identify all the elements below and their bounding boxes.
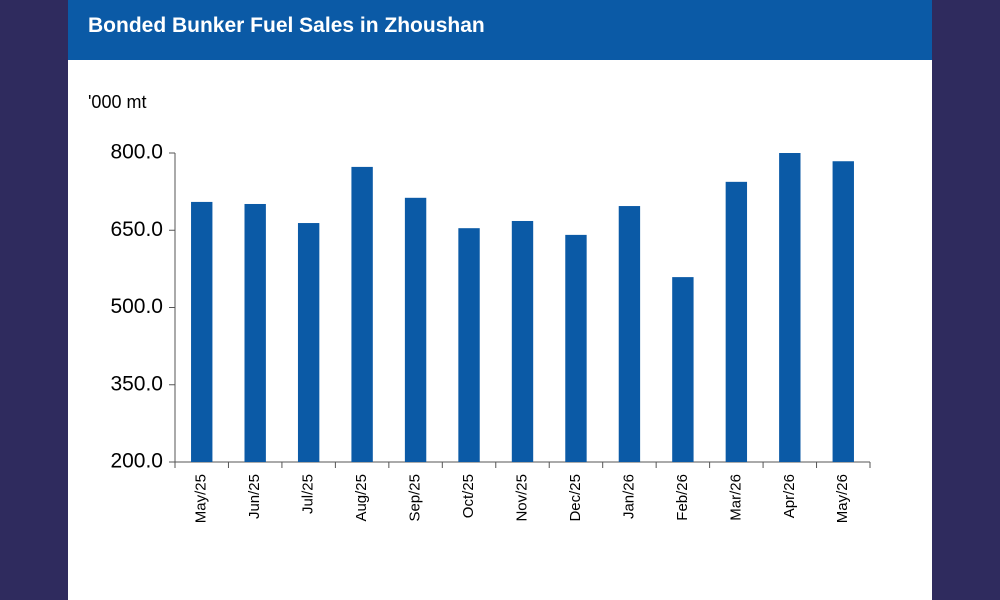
bar	[725, 181, 748, 462]
bar	[672, 277, 694, 462]
bar	[779, 153, 801, 462]
x-tick-label: Mar/26	[727, 474, 744, 521]
x-tick-label: Sep/25	[407, 474, 424, 522]
bar	[351, 166, 373, 462]
y-tick-label: 650.0	[110, 218, 163, 241]
bar	[191, 201, 213, 463]
bar	[565, 234, 587, 462]
bar	[458, 228, 480, 462]
y-tick-label: 500.0	[110, 295, 163, 318]
bar	[618, 206, 641, 462]
x-tick-label: May/26	[834, 474, 851, 523]
x-tick-label: Oct/25	[460, 474, 477, 518]
bar	[244, 203, 266, 463]
y-tick-label: 800.0	[110, 141, 163, 164]
bar	[297, 223, 320, 462]
x-tick-label: Jul/25	[300, 474, 317, 514]
x-tick-label: Nov/25	[513, 474, 530, 522]
x-tick-label: Feb/26	[674, 474, 691, 521]
x-tick-label: Aug/25	[353, 474, 370, 522]
header: Bonded Bunker Fuel Sales in Zhoushan	[68, 0, 932, 60]
x-tick-label: Dec/25	[567, 474, 584, 522]
bar	[832, 161, 854, 463]
x-tick-label: Jun/25	[246, 474, 263, 519]
bar	[511, 220, 534, 462]
x-tick-label: Apr/26	[781, 474, 798, 518]
bar	[404, 197, 427, 462]
x-tick-label: Jan/26	[620, 474, 637, 519]
y-tick-label: 350.0	[110, 372, 163, 395]
x-tick-label: May/25	[193, 474, 210, 523]
chart-title: Bonded Bunker Fuel Sales in Zhoushan	[88, 14, 485, 37]
y-axis-label: '000 mt	[88, 92, 146, 112]
y-tick-label: 200.0	[110, 450, 163, 473]
